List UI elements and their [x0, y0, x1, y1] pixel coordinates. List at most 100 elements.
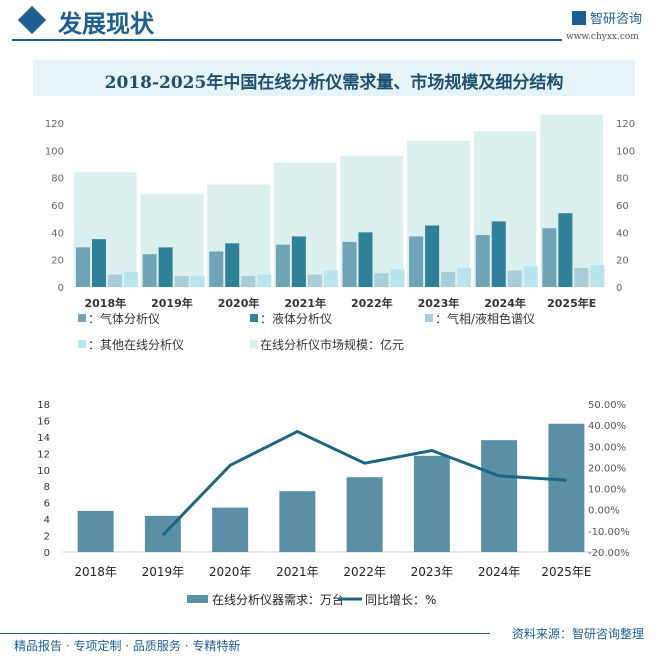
y2-tick-label: 100 — [616, 146, 635, 157]
y2-tick-label: -20.00% — [588, 548, 630, 559]
x-tick-label: 2018年 — [74, 565, 117, 579]
chart-title-band: 2018-2025年中国在线分析仪需求量、市场规模及细分结构 — [33, 60, 635, 96]
x-tick-label: 2021年 — [284, 296, 326, 310]
segment-bar — [491, 221, 506, 287]
legend-swatch — [78, 340, 86, 348]
segment-bar — [190, 276, 205, 287]
demand-chart: 0 2 4 6 8 10 12 14 16 18 -20.00% -10.00% 0.00% 10.00%… — [37, 400, 630, 607]
y2-tick-label: 50.00% — [588, 400, 626, 411]
url: www.chyxx.com — [566, 32, 639, 42]
legend-swatch — [250, 340, 258, 348]
y2-tick-label: 20 — [616, 256, 629, 267]
x-tick-label: 2020年 — [218, 296, 260, 310]
legend-label: 同比增长：% — [365, 593, 436, 607]
legend-label: ：气相/液相色谱仪 — [435, 311, 535, 326]
y-tick-label: 120 — [45, 119, 64, 130]
demand-bar — [77, 510, 114, 552]
legend-swatch — [425, 314, 433, 322]
segment-bar — [457, 267, 472, 287]
segment-bar — [124, 271, 138, 287]
y2-tick-label: 0 — [616, 283, 622, 294]
segment-bar — [574, 267, 589, 287]
segment-bar — [425, 225, 440, 287]
y-tick-label: 14 — [37, 433, 50, 444]
x-tick-label: 2024年 — [484, 296, 526, 310]
x-tick-label: 2024年 — [478, 565, 521, 579]
divider — [12, 39, 562, 41]
demand-bar — [346, 477, 383, 552]
y2-tick-label: -10.00% — [588, 527, 630, 538]
legend-swatch — [78, 314, 86, 322]
legend-swatch — [187, 595, 208, 603]
y-tick-label: 100 — [45, 146, 64, 157]
y-tick-label: 40 — [51, 228, 64, 239]
y2-tick-label: 40.00% — [588, 421, 626, 432]
y-tick-label: 80 — [51, 174, 64, 185]
y2-tick-label: 40 — [616, 228, 629, 239]
segment-bar — [291, 236, 306, 287]
y-tick-label: 6 — [44, 499, 50, 510]
y2-tick-label: 10.00% — [588, 485, 626, 496]
chart-title: 2018-2025年中国在线分析仪需求量、市场规模及细分结构 — [104, 73, 564, 93]
legend-label: ：液体分析仪 — [260, 311, 332, 326]
x-tick-label: 2022年 — [351, 296, 393, 310]
x-tick-label: 2025年E — [541, 565, 591, 579]
y-tick-label: 8 — [44, 482, 50, 493]
y2-tick-label: 120 — [616, 119, 635, 130]
legend-label: 在线分析仪市场规模：亿元 — [260, 337, 404, 352]
y-tick-label: 2 — [44, 532, 50, 543]
demand-bar — [212, 507, 249, 552]
segment-bar — [76, 247, 90, 287]
segment-bar — [409, 236, 424, 287]
segment-bar — [92, 239, 106, 287]
y2-tick-label: 30.00% — [588, 442, 626, 453]
y-tick-label: 0 — [44, 548, 50, 559]
legend-label: ：其他在线分析仪 — [88, 338, 184, 352]
y-tick-label: 16 — [37, 416, 50, 427]
y-tick-label: 10 — [37, 466, 50, 477]
y2-tick-label: 80 — [616, 174, 629, 185]
segment-bar — [374, 273, 389, 287]
segment-bar — [523, 266, 538, 287]
segment-bar — [390, 269, 405, 287]
segment-chart: 0 0 20 20 40 40 60 60 80 80 100 100 120 120 2018年 2019年… — [45, 114, 635, 352]
x-tick-label: 2025年E — [547, 296, 596, 310]
y2-tick-label: 0.00% — [588, 506, 620, 517]
segment-bar — [542, 228, 557, 287]
header: 发展现状 智研咨询 www.chyxx.com — [0, 0, 667, 50]
y-tick-label: 20 — [51, 256, 64, 267]
legend-label: 在线分析仪器需求：万台 — [212, 592, 344, 607]
y-tick-label: 4 — [44, 515, 50, 526]
segment-bar — [323, 270, 338, 287]
y-tick-label: 0 — [58, 283, 64, 294]
logo-text: 智研咨询 — [590, 12, 643, 27]
demand-bar — [548, 423, 585, 552]
demand-bar — [481, 440, 518, 552]
segment-bar — [358, 232, 373, 287]
x-tick-label: 2019年 — [142, 565, 185, 579]
segment-bar — [108, 274, 122, 287]
x-tick-label: 2019年 — [151, 296, 193, 310]
footer-divider — [0, 633, 490, 634]
legend-swatch — [250, 314, 258, 322]
segment-bar — [507, 270, 522, 287]
footer-tagline: 精品报告 · 专项定制 · 品质服务 · 专精特新 — [14, 639, 241, 653]
demand-bar — [413, 455, 450, 552]
segment-bar — [441, 271, 456, 287]
logo: 智研咨询 — [572, 8, 642, 27]
demand-bar — [279, 491, 316, 552]
growth-line — [161, 429, 567, 537]
segment-bar — [307, 274, 322, 287]
x-tick-label: 2022年 — [343, 565, 386, 579]
y-tick-label: 60 — [51, 201, 64, 212]
segment-bar — [174, 276, 189, 287]
segment-bar — [590, 265, 605, 287]
y2-tick-label: 60 — [616, 201, 629, 212]
y-tick-label: 18 — [37, 400, 50, 411]
x-tick-label: 2020年 — [209, 565, 252, 579]
segment-bar — [558, 213, 573, 287]
y-tick-label: 12 — [37, 449, 50, 460]
x-tick-label: 2018年 — [85, 296, 127, 310]
segment-bar — [142, 254, 157, 287]
x-tick-label: 2023年 — [418, 296, 460, 310]
